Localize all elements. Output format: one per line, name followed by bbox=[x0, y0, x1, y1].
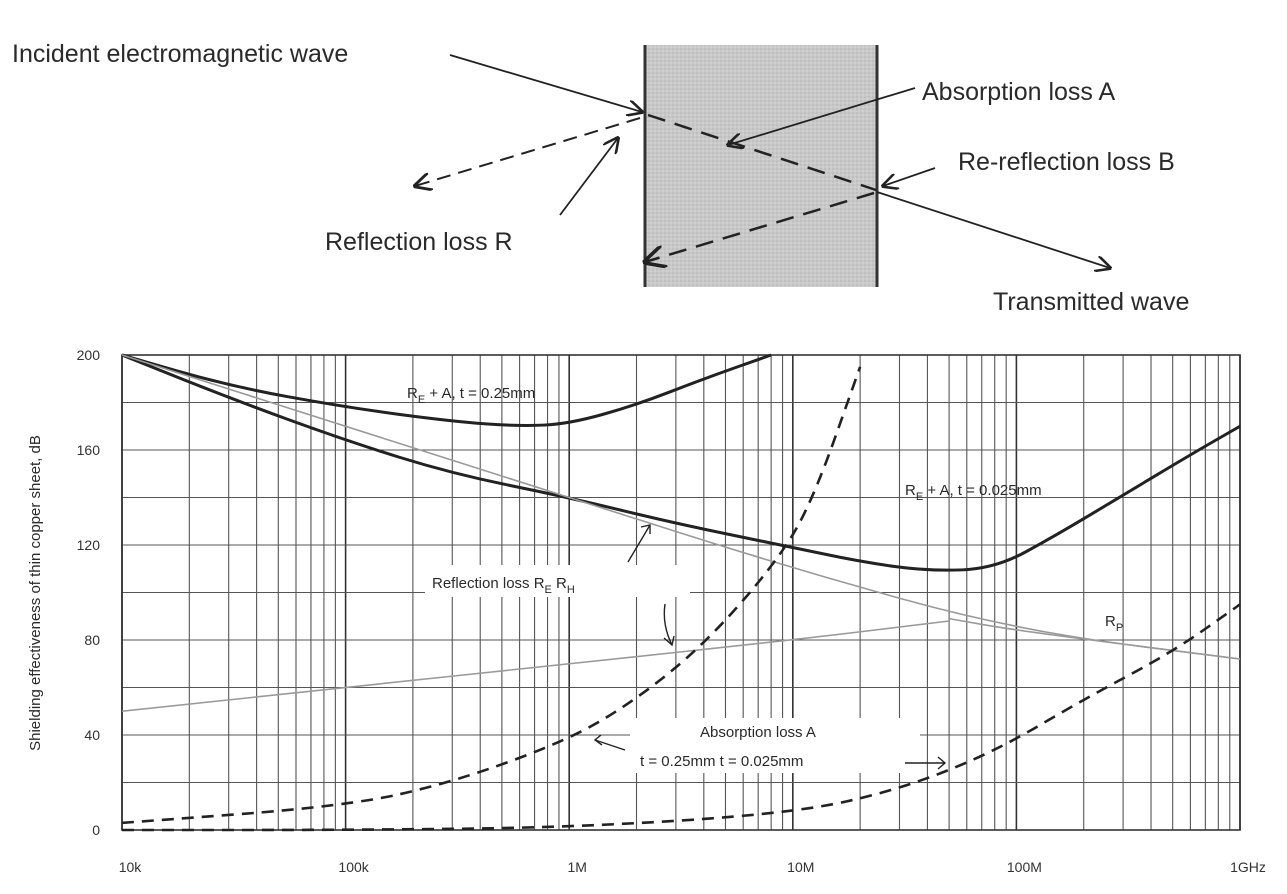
y-tick-label: 80 bbox=[84, 632, 100, 648]
series-line-0 bbox=[121, 353, 772, 427]
transmitted-wave-arrow bbox=[876, 191, 1110, 268]
chart-grid bbox=[121, 354, 1241, 831]
reflection-pointer-re-head bbox=[640, 524, 651, 534]
series-line-5 bbox=[121, 366, 862, 825]
re-reflected-wave-path bbox=[645, 191, 875, 262]
reflection-pointer-rh-head bbox=[663, 635, 675, 647]
annotation-re-a-025: RE + A, t = 0.25mm bbox=[407, 385, 535, 406]
x-tick-label: 10k bbox=[119, 859, 143, 875]
chart-ticks: 0 40 80 120 160 200 10k 100k 1M 10M 100M 1GHz bbox=[77, 347, 1266, 875]
absorption-pointer-025-head bbox=[593, 734, 603, 746]
annotation-absorption-loss: Absorption loss A bbox=[700, 724, 816, 741]
series-line-3 bbox=[121, 620, 950, 713]
reflected-wave-arrow bbox=[415, 117, 641, 186]
series-line-6 bbox=[122, 603, 1241, 832]
reflection-label: Reflection loss R bbox=[325, 228, 513, 256]
chart-series bbox=[121, 353, 1242, 832]
x-tick-label: 10M bbox=[787, 859, 814, 875]
annotation-rp: RP bbox=[1105, 613, 1123, 634]
x-tick-label: 100k bbox=[338, 859, 369, 875]
transmitted-label: Transmitted wave bbox=[993, 288, 1189, 316]
annotation-re-a-0025: RE + A, t = 0.025mm bbox=[905, 482, 1042, 503]
y-tick-label: 40 bbox=[84, 727, 100, 743]
series-line-2 bbox=[121, 354, 1241, 660]
y-axis-label: Shielding effectiveness of thin copper s… bbox=[27, 435, 44, 751]
series-line-4 bbox=[948, 617, 1241, 660]
reflection-pointer-rh bbox=[663, 603, 673, 646]
reflection-pointer-re bbox=[627, 524, 651, 563]
incident-wave-arrow bbox=[449, 54, 642, 112]
reflection-pointer bbox=[559, 138, 618, 216]
y-tick-label: 200 bbox=[77, 347, 101, 363]
annotation-thicknesses: t = 0.25mm t = 0.025mm bbox=[640, 753, 803, 770]
x-tick-label: 1M bbox=[567, 859, 586, 875]
shielding-diagram: Incident electromagnetic wave Absorption… bbox=[12, 40, 1189, 316]
incident-label: Incident electromagnetic wave bbox=[12, 40, 348, 68]
y-tick-label: 120 bbox=[77, 537, 101, 553]
y-tick-label: 160 bbox=[77, 442, 101, 458]
x-tick-label: 1GHz bbox=[1230, 859, 1266, 875]
shield-sheet bbox=[645, 45, 877, 287]
plot-frame bbox=[121, 354, 1241, 831]
annotation-reflection-loss: Reflection loss RE RH bbox=[432, 575, 575, 596]
absorption-pointer-0025-head bbox=[937, 756, 947, 770]
series-line-1 bbox=[121, 353, 1242, 572]
absorption-label: Absorption loss A bbox=[922, 78, 1115, 106]
absorption-pointer-025 bbox=[594, 739, 626, 751]
rereflection-label: Re-reflection loss B bbox=[958, 148, 1175, 176]
rereflection-pointer bbox=[883, 167, 936, 186]
internal-wave-path bbox=[647, 113, 877, 192]
absorption-pointer bbox=[728, 87, 916, 145]
y-tick-label: 0 bbox=[92, 822, 100, 838]
x-tick-label: 100M bbox=[1007, 859, 1042, 875]
